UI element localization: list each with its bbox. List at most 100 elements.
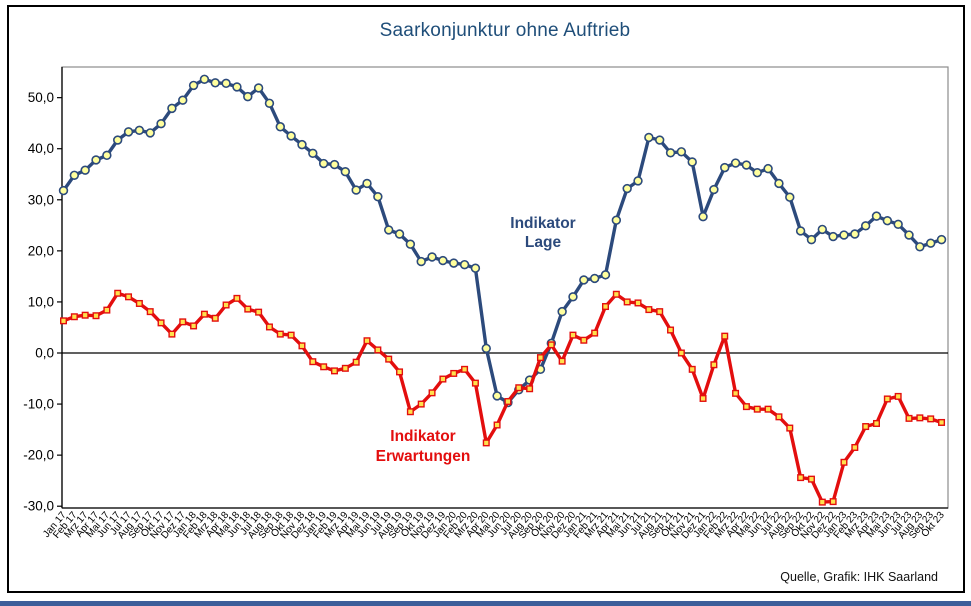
erwartungen-marker (125, 293, 133, 301)
erwartungen-marker (439, 375, 447, 383)
erwartungen-marker (298, 342, 306, 350)
erwartungen-marker (623, 298, 631, 306)
erwartungen-marker (461, 365, 469, 373)
lage-marker (449, 258, 459, 268)
lage-marker (936, 234, 947, 245)
y-axis-tick-label: 20,0 (28, 243, 54, 258)
lage-marker (351, 185, 361, 195)
erwartungen-marker (602, 303, 610, 311)
erwartungen-marker (331, 367, 339, 375)
lage-marker (741, 160, 752, 170)
lage-marker (69, 170, 80, 180)
erwartungen-marker (883, 395, 891, 403)
erwartungen-marker (840, 458, 848, 466)
erwartungen-line (61, 291, 944, 504)
series-label-lage: Lage (525, 234, 562, 251)
erwartungen-marker (255, 308, 263, 316)
lage-marker (774, 178, 784, 189)
erwartungen-marker (103, 306, 111, 314)
lage-marker (752, 168, 762, 178)
erwartungen-marker (276, 330, 284, 338)
lage-marker (557, 306, 567, 317)
erwartungen-marker (244, 305, 252, 313)
lage-line (61, 77, 944, 405)
lage-marker (329, 159, 340, 170)
erwartungen-marker (927, 415, 935, 423)
lage-marker (308, 148, 318, 159)
erwartungen-marker (222, 301, 230, 309)
y-axis-tick-label: 10,0 (28, 294, 54, 309)
erwartungen-marker (341, 364, 349, 372)
erwartungen-marker (114, 289, 122, 297)
lage-marker (264, 98, 275, 108)
lage-marker (579, 275, 589, 285)
erwartungen-marker (894, 392, 902, 400)
erwartungen-marker (764, 405, 772, 413)
lage-marker (112, 135, 123, 145)
erwartungen-marker (612, 290, 620, 298)
lage-marker (318, 158, 329, 169)
lage-marker (91, 155, 101, 165)
y-axis-tick-label: 30,0 (28, 192, 54, 207)
erwartungen-marker (645, 306, 653, 314)
lage-marker (904, 230, 914, 240)
lage-marker (687, 157, 697, 167)
lage-marker (600, 270, 611, 280)
erwartungen-marker (179, 318, 187, 326)
erwartungen-marker (536, 354, 544, 362)
erwartungen-marker (81, 311, 89, 319)
lage-marker (199, 74, 210, 84)
lage-marker (709, 184, 719, 195)
erwartungen-marker (786, 424, 794, 432)
lage-marker (340, 167, 351, 177)
erwartungen-marker (558, 357, 566, 365)
lage-marker (806, 234, 817, 245)
erwartungen-marker (742, 403, 750, 411)
erwartungen-marker (287, 331, 295, 339)
lage-marker (459, 259, 470, 270)
lage-marker (297, 139, 307, 150)
erwartungen-marker (699, 394, 707, 402)
erwartungen-marker (905, 414, 913, 422)
erwartungen-marker (265, 323, 273, 331)
lage-marker (362, 178, 372, 189)
lage-marker (145, 128, 155, 138)
lage-marker (134, 125, 145, 136)
erwartungen-marker (775, 413, 783, 421)
erwartungen-marker (309, 358, 317, 366)
lage-marker (416, 256, 426, 267)
y-axis-tick-label: -30,0 (23, 499, 54, 514)
erwartungen-marker (233, 294, 241, 302)
erwartungen-marker (190, 322, 198, 330)
erwartungen-marker (873, 419, 881, 427)
erwartungen-marker (450, 369, 458, 377)
lage-marker (232, 82, 242, 92)
erwartungen-marker (363, 337, 371, 345)
series-label-erwartungen: Erwartungen (376, 448, 471, 465)
erwartungen-marker (591, 329, 599, 337)
lage-marker (394, 229, 405, 239)
lage-marker (698, 211, 708, 222)
erwartungen-marker (634, 299, 642, 307)
lage-marker (275, 122, 285, 132)
erwartungen-marker (807, 475, 815, 483)
lage-marker (438, 255, 448, 266)
series-label-lage: Indikator (510, 215, 575, 232)
erwartungen-marker (352, 358, 360, 366)
lage-marker (470, 263, 481, 273)
lage-marker (405, 239, 416, 249)
lage-marker (720, 162, 730, 173)
erwartungen-marker (916, 414, 924, 422)
erwartungen-marker (526, 385, 534, 393)
lage-marker (633, 176, 643, 186)
erwartungen-marker (504, 398, 512, 406)
erwartungen-marker (417, 400, 425, 408)
y-axis-tick-label: -10,0 (23, 397, 54, 412)
erwartungen-marker (135, 299, 143, 307)
lage-marker (286, 131, 296, 141)
erwartungen-marker (168, 330, 176, 338)
lage-marker (123, 127, 134, 137)
erwartungen-marker (493, 421, 501, 429)
